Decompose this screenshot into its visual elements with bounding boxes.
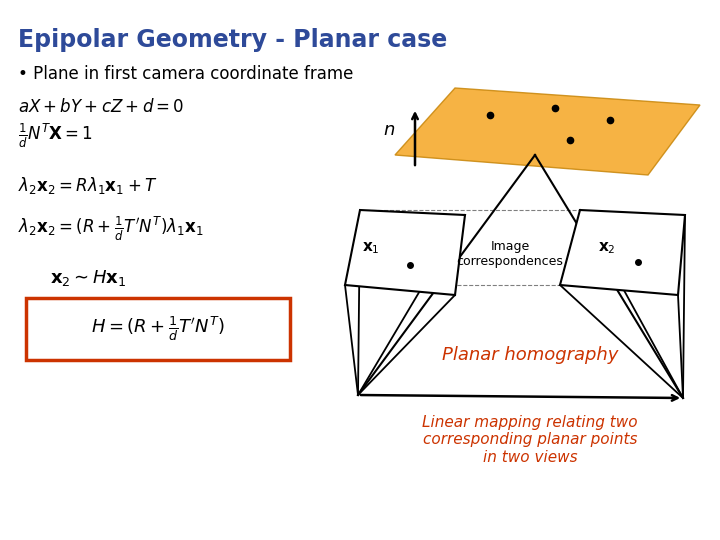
Text: Linear mapping relating two
corresponding planar points
in two views: Linear mapping relating two correspondin…	[422, 415, 638, 465]
Text: $\lambda_2\mathbf{x}_2 = R\lambda_1\mathbf{x}_1 + T$: $\lambda_2\mathbf{x}_2 = R\lambda_1\math…	[18, 175, 158, 196]
Polygon shape	[560, 210, 685, 295]
Text: $n$: $n$	[383, 121, 395, 139]
Text: $aX + bY + cZ + d = 0$: $aX + bY + cZ + d = 0$	[18, 98, 184, 116]
Text: Epipolar Geometry - Planar case: Epipolar Geometry - Planar case	[18, 28, 447, 52]
FancyBboxPatch shape	[26, 298, 290, 360]
Text: $\mathbf{x}_2$: $\mathbf{x}_2$	[598, 240, 616, 256]
Text: $\frac{1}{d}N^T\mathbf{X} = 1$: $\frac{1}{d}N^T\mathbf{X} = 1$	[18, 122, 93, 150]
Text: $\mathbf{x}_2 \sim H\mathbf{x}_1$: $\mathbf{x}_2 \sim H\mathbf{x}_1$	[50, 268, 127, 288]
Text: $H = (R + \frac{1}{d}T^\prime N^T)$: $H = (R + \frac{1}{d}T^\prime N^T)$	[91, 315, 225, 343]
Text: Planar homography: Planar homography	[442, 346, 618, 364]
Text: $\mathbf{x}_1$: $\mathbf{x}_1$	[362, 240, 379, 256]
Text: • Plane in first camera coordinate frame: • Plane in first camera coordinate frame	[18, 65, 354, 83]
Text: Image
correspondences: Image correspondences	[456, 240, 564, 268]
Text: $\lambda_2\mathbf{x}_2 = (R + \frac{1}{d}T^\prime N^T)\lambda_1\mathbf{x}_1$: $\lambda_2\mathbf{x}_2 = (R + \frac{1}{d…	[18, 215, 204, 243]
Polygon shape	[395, 88, 700, 175]
Polygon shape	[345, 210, 465, 295]
